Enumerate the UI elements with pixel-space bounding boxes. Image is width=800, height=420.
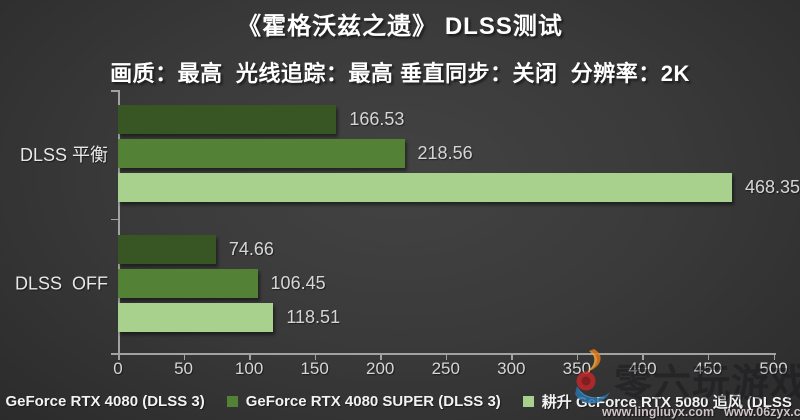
legend-label: 耕升 GeForce RTX 5080 追风 (DLSS 4) bbox=[541, 394, 800, 411]
x-axis-tick-label: 150 bbox=[300, 359, 329, 378]
legend-item: GeForce RTX 4080 SUPER (DLSS 3) bbox=[226, 393, 501, 410]
bar-value-label: 118.51 bbox=[286, 307, 341, 327]
legend-label: GeForce RTX 4080 SUPER (DLSS 3) bbox=[245, 393, 501, 410]
x-axis-tick-label: 300 bbox=[497, 359, 526, 378]
category-label: DLSS 平衡 bbox=[19, 144, 108, 165]
bar bbox=[118, 235, 216, 264]
bar-value-label: 74.66 bbox=[228, 239, 274, 259]
x-axis-tick bbox=[118, 354, 120, 360]
x-axis-tick-label: 450 bbox=[693, 359, 723, 378]
bar-value-label: 106.45 bbox=[270, 273, 326, 293]
bar bbox=[118, 303, 274, 332]
y-axis-line bbox=[118, 90, 120, 353]
legend-item: GeForce RTX 4080 (DLSS 3) bbox=[0, 393, 205, 410]
bar-value-label: 166.53 bbox=[349, 109, 405, 129]
bar-value-label: 468.35 bbox=[745, 177, 800, 197]
x-axis-tick bbox=[707, 354, 710, 360]
x-axis-tick-label: 250 bbox=[431, 359, 460, 378]
x-axis-tick bbox=[183, 354, 186, 360]
x-axis-line bbox=[111, 353, 776, 355]
chart-subtitle: 画质：最高 光线追踪：最高 垂直同步：关闭 分辨率：2K bbox=[110, 61, 690, 86]
x-axis-tick-label: 400 bbox=[628, 359, 657, 378]
chart-title: 《霍格沃兹之遗》 DLSS测试 bbox=[237, 13, 563, 40]
category-separator-tick bbox=[111, 90, 118, 92]
x-axis-tick bbox=[445, 354, 448, 360]
legend-swatch-icon bbox=[226, 396, 238, 407]
x-axis-tick bbox=[576, 354, 579, 360]
x-axis-tick bbox=[380, 354, 382, 360]
bar-value-label: 218.56 bbox=[417, 143, 473, 163]
bar bbox=[118, 269, 258, 298]
bar bbox=[118, 139, 405, 168]
x-axis-tick-label: 0 bbox=[113, 359, 123, 378]
bar bbox=[118, 105, 337, 134]
x-axis-tick-label: 350 bbox=[562, 359, 592, 378]
legend-item: 耕升 GeForce RTX 5080 追风 (DLSS 4) bbox=[522, 391, 800, 412]
x-axis-tick bbox=[249, 354, 251, 360]
legend: GeForce RTX 4080 (DLSS 3) GeForce RTX 408… bbox=[0, 391, 800, 412]
category-label: DLSS OFF bbox=[14, 273, 108, 293]
legend-label: GeForce RTX 4080 (DLSS 3) bbox=[5, 393, 205, 410]
x-axis-tick bbox=[511, 354, 513, 360]
x-axis-tick-label: 100 bbox=[234, 359, 264, 378]
bar bbox=[118, 173, 732, 202]
x-axis-tick-label: 200 bbox=[366, 359, 395, 378]
x-axis-tick-label: 500 bbox=[759, 359, 788, 378]
legend-swatch-icon bbox=[522, 396, 534, 407]
x-axis-tick bbox=[314, 354, 317, 360]
x-axis-tick bbox=[642, 354, 644, 360]
category-separator-tick bbox=[111, 218, 118, 220]
x-axis-tick bbox=[773, 354, 775, 360]
x-axis-tick-label: 50 bbox=[174, 359, 194, 378]
